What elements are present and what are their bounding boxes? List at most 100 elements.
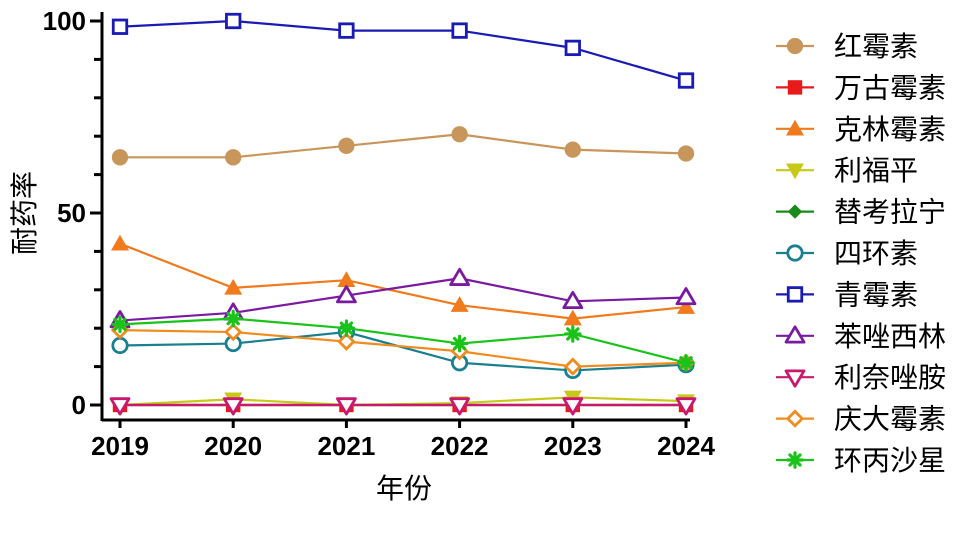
legend-label: 万古霉素 [834,71,946,104]
data-point [450,334,469,353]
data-point [675,397,697,416]
y-tick-label: 0 [72,390,86,420]
legend-label: 利福平 [834,154,918,187]
series-1 [111,126,695,166]
legend-marker [786,37,804,55]
series-line [119,396,687,407]
series-line [119,19,687,82]
data-point [224,322,243,342]
legend-label: 苯唑西林 [834,320,946,353]
data-point [563,325,582,343]
y-tick-label: 100 [43,6,86,36]
legend-marker [784,369,806,388]
data-point [451,126,468,143]
data-point [449,397,471,416]
data-point [109,397,131,416]
data-point [111,234,129,251]
data-point [224,309,242,328]
series-line [120,133,687,159]
data-point [564,141,581,158]
data-point [677,145,695,162]
data-point [677,298,695,314]
data-point [111,315,129,334]
legend-marker [785,409,805,428]
series-7 [111,12,695,89]
legend-entry: 红霉素 [776,30,918,63]
legend-label: 青霉素 [834,278,918,311]
data-point [563,309,582,326]
axes: 0 50 100 2019 2020 2021 2022 2023 2024 [43,6,716,461]
legend-marker [786,286,804,303]
legend-entry: 万古霉素 [776,71,946,104]
data-point [111,336,129,355]
data-point [562,397,584,416]
data-point [564,39,581,57]
y-axis-title: 耐药率 [8,171,41,255]
series-line [119,277,687,322]
legend-entry: 利奈唑胺 [776,361,946,394]
x-tick-label: 2024 [657,431,715,461]
data-point [677,72,695,89]
legend-marker [787,80,803,95]
series-line [119,317,687,364]
legend-label: 替考拉宁 [834,196,946,229]
legend-label: 庆大霉素 [834,403,946,436]
x-tick-label: 2020 [204,431,262,461]
data-point [677,353,695,372]
legend-entry: 四环素 [776,237,918,270]
series-3 [111,234,695,326]
data-point [225,149,242,166]
x-tick-label: 2023 [544,431,602,461]
series-4 [111,390,695,414]
series-11 [111,309,695,372]
legend-entry: 替考拉宁 [776,196,946,229]
data-point [450,296,469,312]
data-point [111,18,129,35]
y-tick-label: 50 [57,198,86,228]
data-point [222,397,244,416]
series-line [119,329,687,368]
legend-label: 环丙沙星 [834,444,946,477]
series-group [109,12,697,416]
legend-marker [786,119,804,136]
legend-marker [786,244,804,262]
series-8 [109,267,697,329]
data-point [337,271,356,287]
legend-marker [786,451,804,469]
data-point [449,267,471,286]
data-point [335,285,357,304]
x-axis-title: 年份 [376,472,432,505]
data-point [111,149,129,166]
x-tick-label: 2021 [317,431,375,461]
legend-entry: 庆大霉素 [776,403,946,436]
legend-entry: 克林霉素 [776,113,946,146]
x-tick-label: 2022 [431,431,489,461]
legend-entry: 环丙沙星 [776,444,946,477]
data-point [335,397,357,416]
legend-label: 四环素 [834,237,918,270]
data-point [338,22,355,39]
series-line [119,242,687,320]
legend-marker [784,325,806,344]
data-point [675,287,697,306]
legend-label: 克林霉素 [834,113,946,146]
data-point [338,137,355,154]
data-point [337,319,356,337]
data-point [337,332,356,351]
series-9 [109,397,697,416]
series-6 [111,323,695,380]
legend-label: 利奈唑胺 [834,361,946,394]
data-point [451,22,468,39]
data-point [563,357,582,376]
data-point [224,278,243,295]
legend-entry: 苯唑西林 [776,320,946,353]
legend-label: 红霉素 [834,30,918,63]
data-point [225,12,242,30]
data-point [562,290,584,310]
legend-entry: 青霉素 [776,278,918,311]
legend-marker [787,204,803,219]
x-tick-label: 2019 [91,431,149,461]
legend-marker [786,163,804,180]
